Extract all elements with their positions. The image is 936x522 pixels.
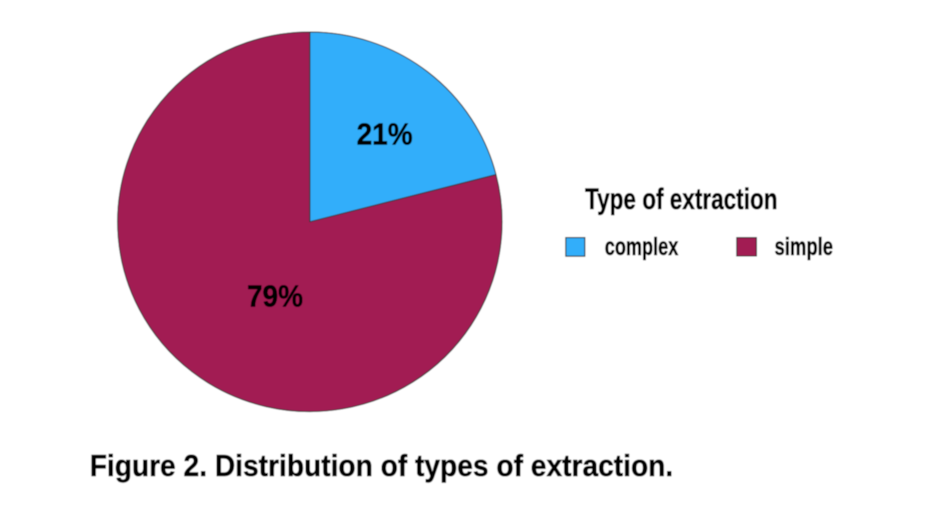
svg-text:Type of extraction: Type of extraction bbox=[585, 183, 778, 216]
svg-text:complex: complex bbox=[605, 233, 679, 261]
svg-text:21%: 21% bbox=[357, 118, 413, 152]
svg-text:79%: 79% bbox=[247, 280, 303, 314]
svg-text:simple: simple bbox=[775, 233, 834, 261]
svg-text:Figure 2. Distribution of type: Figure 2. Distribution of types of extra… bbox=[90, 448, 674, 483]
